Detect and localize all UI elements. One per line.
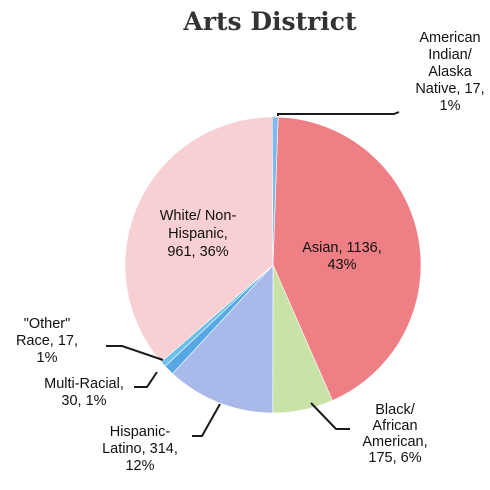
pie-slice-asian [272,116,422,401]
slice-label-multi-racial: Multi-Racial, 30, 1% [44,376,124,409]
pie-slice-american-indian-alaska-native [271,116,279,266]
slice-label-white-non-hispanic: White/ Non-Hispanic, 961, 36% [160,208,237,260]
pie-slice-white-non-hispanic [124,116,274,363]
leader-lines [106,111,400,437]
leader-line-multi-racial [134,371,158,388]
slice-label-asian: Asian, 1136, 43% [302,240,382,273]
slice-label-hispanic-latino: Hispanic-Latino, 314, 12% [102,424,178,474]
slice-label-american-indian-alaska-native: American Indian/Alaska Native, 17, 1% [415,30,484,114]
leader-line-american-indian-alaska-native [277,111,400,116]
chart-title: Arts District [182,7,357,36]
slice-labels: Asian, 1136, 43% Black/African American, 175… [16,30,485,474]
leader-line-black-african-american [310,402,350,430]
leader-line-other-race [106,345,164,361]
pie-slices [124,116,422,414]
pie-slice-hispanic-latino [172,264,274,414]
slice-label-black-african-american: Black/African American, 175, 6% [362,402,427,466]
leader-line-hispanic-latino [192,403,221,437]
slice-label-other-race: "Other" Race, 17, 1% [16,316,78,366]
